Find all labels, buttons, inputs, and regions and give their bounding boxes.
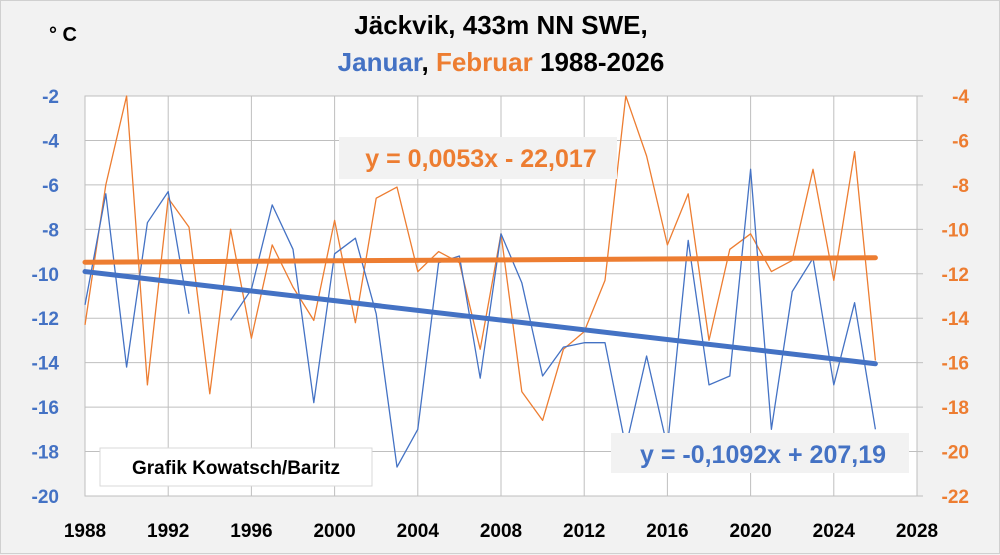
y-tick-left: -8 — [42, 220, 59, 241]
y-tick-left: -14 — [32, 354, 60, 375]
chart-subtitle: Januar, Februar 1988-2026 — [338, 47, 665, 77]
y-tick-right: -8 — [952, 176, 969, 197]
y-tick-left: -10 — [32, 265, 59, 286]
subtitle-comma: , — [422, 47, 436, 77]
plot-border — [84, 95, 918, 497]
x-tick-label: 1996 — [230, 521, 272, 542]
y-tick-right: -20 — [942, 443, 969, 464]
subtitle-februar: Februar — [436, 47, 533, 77]
x-tick-label: 2000 — [313, 521, 355, 542]
x-tick-label: 2004 — [397, 521, 440, 542]
credit-text: Grafik Kowatsch/Baritz — [132, 458, 340, 479]
y-tick-left: -6 — [42, 176, 59, 197]
x-tick-label: 2016 — [646, 521, 688, 542]
x-tick-label: 1988 — [64, 521, 106, 542]
y-tick-left: -2 — [42, 87, 59, 108]
y-tick-right: -6 — [952, 131, 969, 152]
subtitle-januar: Januar — [338, 47, 423, 77]
y-tick-left: -12 — [32, 309, 59, 330]
y-tick-right: -18 — [942, 398, 969, 419]
y-tick-right: -10 — [942, 220, 969, 241]
y-tick-right: -22 — [942, 487, 969, 508]
series-layer — [82, 95, 878, 468]
x-tick-label: 2008 — [480, 521, 522, 542]
y-tick-left: -20 — [32, 487, 59, 508]
trendline-februar — [82, 255, 878, 265]
chart-title: Jäckvik, 433m NN SWE, — [354, 10, 647, 40]
x-tick-label: 2012 — [563, 521, 605, 542]
y-tick-left: -16 — [32, 398, 59, 419]
subtitle-years: 1988-2026 — [533, 47, 665, 77]
trendline-januar — [82, 269, 878, 367]
x-tick-label: 2024 — [813, 521, 856, 542]
x-tick-label: 2028 — [896, 521, 938, 542]
x-tick-label: 1992 — [147, 521, 189, 542]
y-tick-right: -14 — [942, 309, 970, 330]
y-tick-right: -16 — [942, 354, 969, 375]
credit-box — [99, 447, 373, 487]
jan-trend-label-bg — [611, 433, 909, 473]
y-tick-left: -4 — [42, 131, 59, 152]
tick-layer: 1988 1992 1996 2000 2004 2008 2012 2016 2020 2024… — [32, 87, 970, 542]
y-tick-left: -18 — [32, 443, 59, 464]
y-tick-right: -12 — [942, 265, 969, 286]
series-line-januar — [84, 168, 877, 468]
x-tick-label: 2020 — [729, 521, 771, 542]
feb-trend-equation: y = 0,0053x - 22,017 — [365, 145, 596, 173]
unit-label: ° C — [49, 24, 77, 46]
y-tick-right: -4 — [952, 87, 969, 108]
jan-trend-equation: y = -0,1092x + 207,19 — [640, 441, 886, 469]
feb-trend-label-bg — [339, 137, 617, 179]
